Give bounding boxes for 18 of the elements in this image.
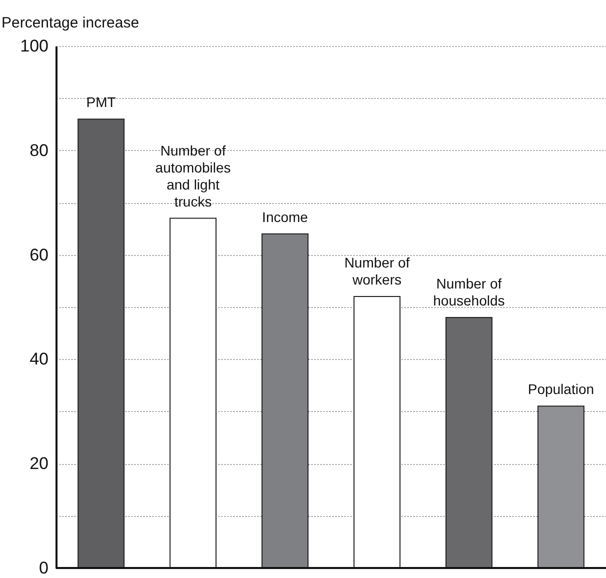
x-tick-label: Population xyxy=(528,381,594,398)
y-tick-label: 60 xyxy=(30,245,48,264)
y-tick-label: 100 xyxy=(20,36,48,56)
x-tick-label: Number of workers xyxy=(344,254,410,288)
bar xyxy=(445,316,492,568)
bar xyxy=(170,218,217,568)
x-tick-label: Income xyxy=(262,208,308,225)
bar xyxy=(537,406,584,568)
x-tick-label: PMT xyxy=(86,94,116,110)
x-tick-label: Number of automobiles and light trucks xyxy=(155,142,231,210)
y-tick-label: 40 xyxy=(30,350,48,369)
x-tick-label: Number of households xyxy=(433,275,505,308)
y-tick-label: 0 xyxy=(39,558,48,578)
y-tick-label: 20 xyxy=(30,454,48,474)
bar xyxy=(262,233,309,568)
y-tick-label: 80 xyxy=(30,140,48,160)
y-axis-title: Percentage increase xyxy=(2,14,140,32)
bar xyxy=(353,296,400,568)
